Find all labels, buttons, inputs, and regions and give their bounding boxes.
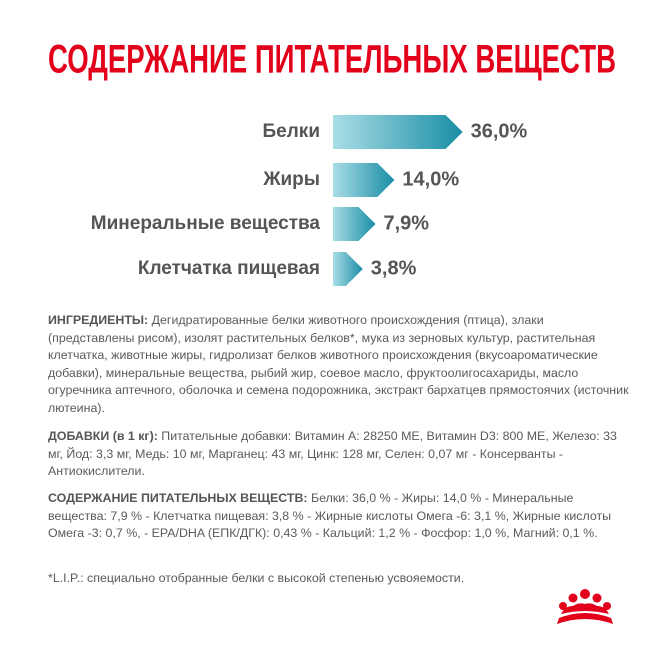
section-label: СОДЕРЖАНИЕ ПИТАТЕЛЬНЫХ ВЕЩЕСТВ: — [48, 491, 308, 505]
logo — [557, 589, 613, 624]
bar — [333, 252, 363, 286]
section-label: ИНГРЕДИЕНТЫ: — [48, 313, 149, 327]
nutrients: СОДЕРЖАНИЕ ПИТАТЕЛЬНЫХ ВЕЩЕСТВ: Белки: 3… — [48, 490, 633, 543]
category-label: Минеральные вещества — [91, 213, 321, 234]
section-label: ДОБАВКИ (в 1 кг): — [48, 429, 158, 443]
chart-title: СОДЕРЖАНИЕ ПИТАТЕЛЬНЫХ ВЕЩЕСТВ — [48, 38, 616, 82]
category-label: Жиры — [262, 169, 320, 190]
footnote: *L.I.P.: специально отобранные белки с в… — [48, 571, 465, 585]
section-text: Питательные добавки: Витамин А: 28250 МЕ… — [48, 429, 617, 479]
category-label: Клетчатка пищевая — [138, 258, 320, 279]
category-label: Белки — [263, 121, 320, 142]
bar — [333, 207, 376, 241]
value-label: 3,8% — [371, 257, 417, 279]
section-text: Белки: 36,0 % - Жиры: 14,0 % - Минеральн… — [48, 491, 612, 541]
bar — [333, 163, 395, 197]
additives: ДОБАВКИ (в 1 кг): Питательные добавки: В… — [48, 428, 633, 481]
value-label: 14,0% — [402, 168, 459, 190]
bar — [333, 115, 463, 149]
value-label: 36,0% — [471, 120, 528, 142]
section-text: Дегидратированные белки животного происх… — [48, 313, 629, 415]
ingredients: ИНГРЕДИЕНТЫ: Дегидратированные белки жив… — [48, 312, 633, 418]
value-label: 7,9% — [383, 212, 429, 234]
